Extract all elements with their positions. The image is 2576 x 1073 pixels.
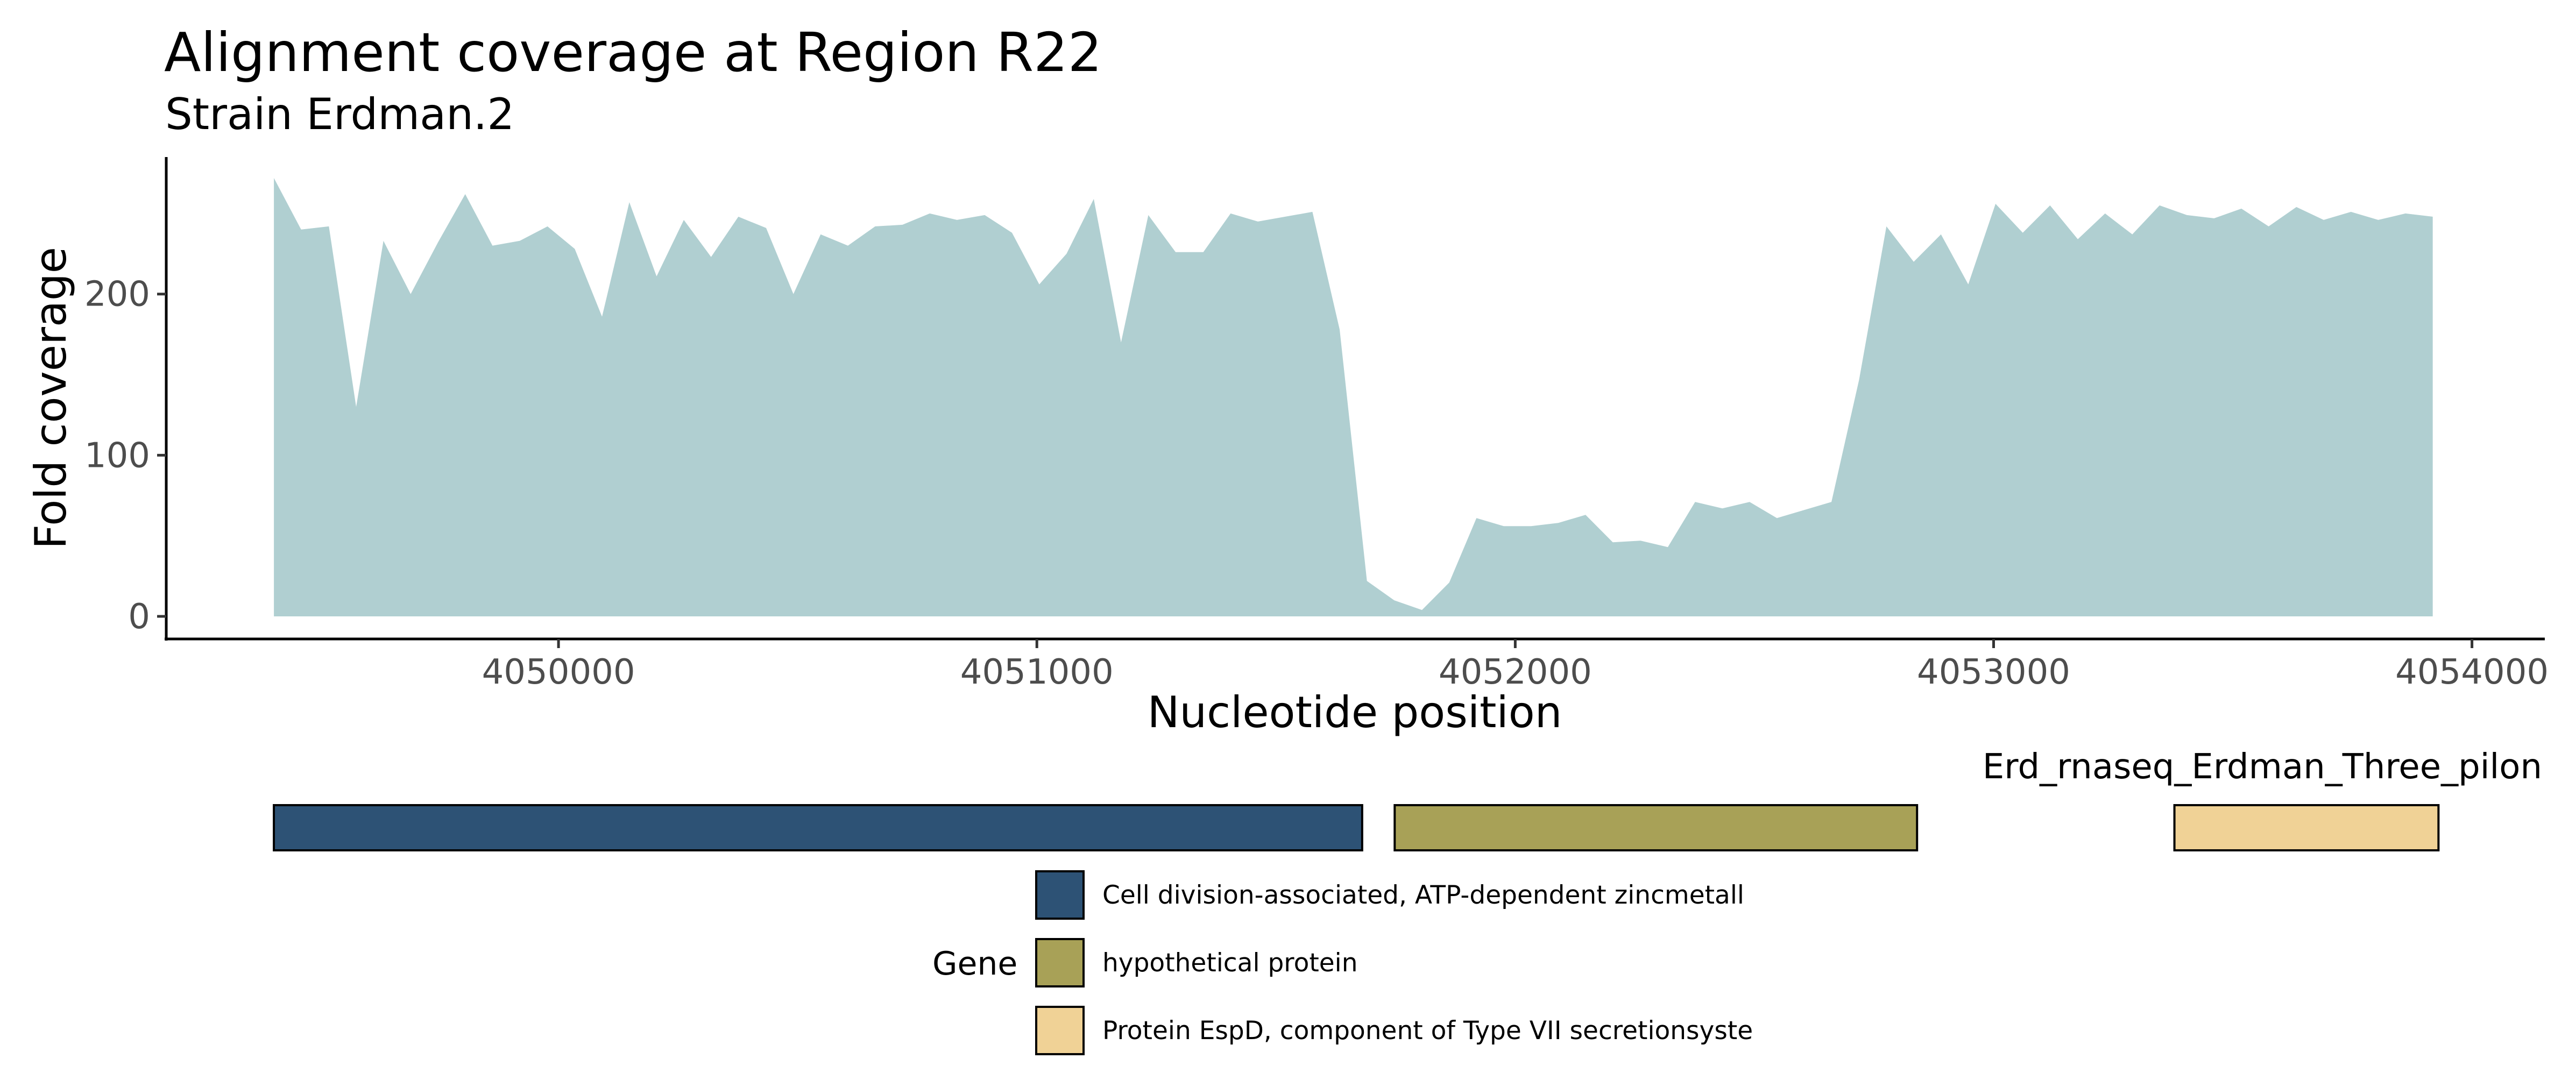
x-tick-label: 4051000 [960, 652, 1114, 692]
legend-swatch [1035, 938, 1085, 987]
legend-title: Gene [932, 945, 1017, 983]
y-axis-title: Fold coverage [26, 247, 76, 549]
coverage-area [274, 178, 2433, 616]
x-tick-label: 4050000 [482, 652, 635, 692]
y-tick-label: 100 [84, 436, 150, 475]
y-axis-ticks: 0 100 200 [84, 275, 166, 637]
gene-bar [1393, 804, 1919, 851]
x-tick-label: 4053000 [1917, 652, 2070, 692]
legend-swatch [1035, 1006, 1085, 1055]
chart-title: Alignment coverage at Region R22 [164, 21, 1102, 84]
x-tick-label: 4052000 [1439, 652, 1592, 692]
gene-bar [2173, 804, 2440, 851]
chart-subtitle: Strain Erdman.2 [165, 89, 514, 139]
gene-legend: Gene Cell division-associated, ATP-depen… [932, 870, 1753, 1055]
legend-label: Protein EspD, component of Type VII secr… [1102, 1016, 1753, 1046]
y-tick-label: 200 [84, 275, 150, 315]
gene-bar [273, 804, 1363, 851]
x-axis-ticks: 4050000 4051000 4052000 4053000 4054000 [482, 639, 2549, 692]
legend-swatch [1035, 870, 1085, 920]
gene-track [273, 804, 2440, 851]
legend-label: Cell division-associated, ATP-dependent … [1102, 880, 1744, 910]
x-tick-label: 4054000 [2395, 652, 2549, 692]
gene-track-label: Erd_rnaseq_Erdman_Three_pilon [1983, 747, 2542, 787]
x-axis-title: Nucleotide position [1148, 687, 1562, 737]
y-tick-label: 0 [128, 597, 150, 637]
legend-label: hypothetical protein [1102, 948, 1358, 978]
plot-area [274, 178, 2433, 616]
